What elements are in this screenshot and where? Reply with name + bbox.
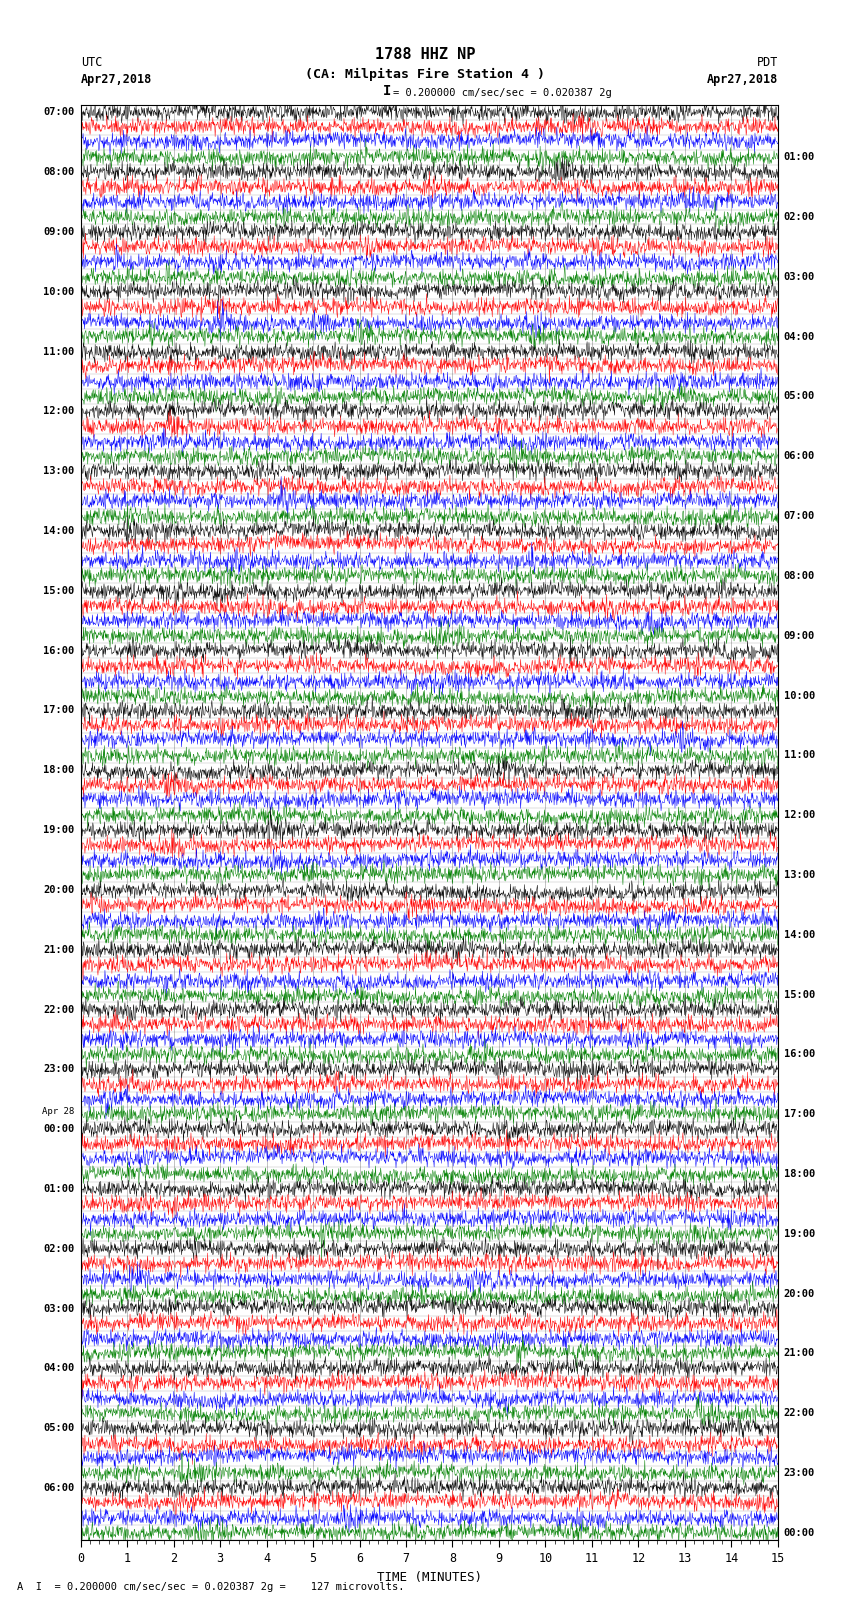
- Text: 1788 HHZ NP: 1788 HHZ NP: [375, 47, 475, 63]
- Text: 02:00: 02:00: [43, 1244, 74, 1253]
- Text: 23:00: 23:00: [43, 1065, 74, 1074]
- Text: 10:00: 10:00: [784, 690, 815, 700]
- Text: 07:00: 07:00: [784, 511, 815, 521]
- Text: 21:00: 21:00: [43, 945, 74, 955]
- Text: 12:00: 12:00: [784, 810, 815, 819]
- Text: 21:00: 21:00: [784, 1348, 815, 1358]
- Text: 17:00: 17:00: [784, 1110, 815, 1119]
- Text: Apr27,2018: Apr27,2018: [81, 73, 152, 85]
- Text: 04:00: 04:00: [43, 1363, 74, 1373]
- Text: 22:00: 22:00: [43, 1005, 74, 1015]
- Text: 16:00: 16:00: [43, 645, 74, 655]
- Text: 06:00: 06:00: [43, 1482, 74, 1494]
- Text: 09:00: 09:00: [784, 631, 815, 640]
- Text: 05:00: 05:00: [784, 392, 815, 402]
- Text: 01:00: 01:00: [784, 152, 815, 163]
- Text: Apr27,2018: Apr27,2018: [706, 73, 778, 85]
- X-axis label: TIME (MINUTES): TIME (MINUTES): [377, 1571, 482, 1584]
- Text: 00:00: 00:00: [43, 1124, 74, 1134]
- Text: 09:00: 09:00: [43, 227, 74, 237]
- Text: = 0.200000 cm/sec/sec = 0.020387 2g: = 0.200000 cm/sec/sec = 0.020387 2g: [393, 87, 611, 97]
- Text: 03:00: 03:00: [43, 1303, 74, 1313]
- Text: 04:00: 04:00: [784, 332, 815, 342]
- Text: 00:00: 00:00: [784, 1528, 815, 1537]
- Text: 01:00: 01:00: [43, 1184, 74, 1194]
- Text: 19:00: 19:00: [43, 826, 74, 836]
- Text: 03:00: 03:00: [784, 273, 815, 282]
- Text: Apr 28: Apr 28: [42, 1107, 74, 1116]
- Text: 16:00: 16:00: [784, 1050, 815, 1060]
- Text: 18:00: 18:00: [43, 765, 74, 776]
- Text: 06:00: 06:00: [784, 452, 815, 461]
- Text: 17:00: 17:00: [43, 705, 74, 716]
- Text: 08:00: 08:00: [784, 571, 815, 581]
- Text: 11:00: 11:00: [784, 750, 815, 760]
- Text: 14:00: 14:00: [784, 929, 815, 940]
- Text: 11:00: 11:00: [43, 347, 74, 356]
- Text: 07:00: 07:00: [43, 108, 74, 118]
- Text: (CA: Milpitas Fire Station 4 ): (CA: Milpitas Fire Station 4 ): [305, 68, 545, 82]
- Text: 22:00: 22:00: [784, 1408, 815, 1418]
- Text: 08:00: 08:00: [43, 168, 74, 177]
- Text: 12:00: 12:00: [43, 406, 74, 416]
- Text: 05:00: 05:00: [43, 1423, 74, 1434]
- Text: 15:00: 15:00: [43, 586, 74, 595]
- Text: UTC: UTC: [81, 56, 102, 69]
- Text: 20:00: 20:00: [43, 886, 74, 895]
- Text: 13:00: 13:00: [43, 466, 74, 476]
- Text: 19:00: 19:00: [784, 1229, 815, 1239]
- Text: 18:00: 18:00: [784, 1169, 815, 1179]
- Text: 14:00: 14:00: [43, 526, 74, 536]
- Text: 02:00: 02:00: [784, 211, 815, 223]
- Text: PDT: PDT: [756, 56, 778, 69]
- Text: 10:00: 10:00: [43, 287, 74, 297]
- Text: 23:00: 23:00: [784, 1468, 815, 1478]
- Text: I: I: [382, 84, 391, 97]
- Text: 13:00: 13:00: [784, 869, 815, 881]
- Text: 15:00: 15:00: [784, 990, 815, 1000]
- Text: A  I  = 0.200000 cm/sec/sec = 0.020387 2g =    127 microvolts.: A I = 0.200000 cm/sec/sec = 0.020387 2g …: [17, 1582, 405, 1592]
- Text: 20:00: 20:00: [784, 1289, 815, 1298]
